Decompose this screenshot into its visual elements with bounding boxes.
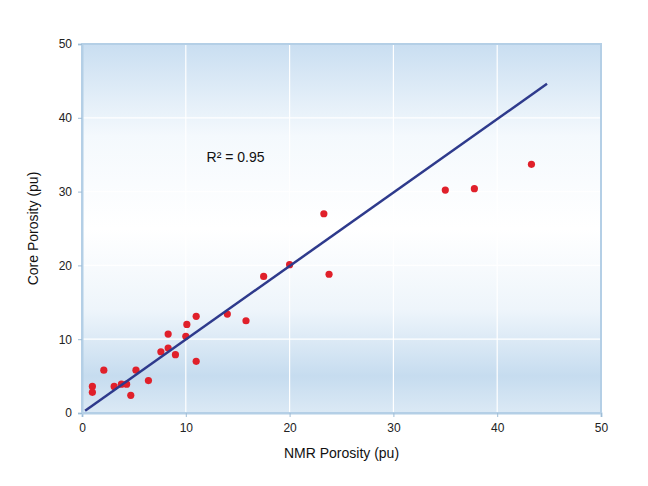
y-axis-title: Core Porosity (pu)	[25, 172, 41, 286]
tick: 30	[59, 185, 82, 199]
tick: 10	[180, 413, 194, 435]
annotation: R² = 0.95	[207, 149, 265, 165]
tick: 0	[65, 406, 82, 420]
grid	[82, 44, 601, 413]
tick-label: 0	[65, 406, 72, 420]
point	[145, 377, 152, 384]
tick-mark	[78, 118, 82, 119]
point	[89, 389, 96, 396]
tick-mark	[290, 413, 291, 417]
tick-mark	[78, 339, 82, 340]
tick-mark	[78, 192, 82, 193]
tick: 10	[59, 333, 82, 347]
point	[325, 271, 332, 278]
tick-mark	[78, 413, 82, 414]
grid-line-x	[185, 44, 186, 413]
tick-label: 30	[59, 185, 73, 199]
grid-line-y	[82, 191, 601, 192]
tick-mark	[186, 413, 187, 417]
tick: 50	[59, 37, 82, 51]
chart: 0 10 20 30 40 50 0 10 20 30 40 50 R² = 0.95 NMR Poros…	[0, 0, 648, 486]
tick: 40	[491, 413, 505, 435]
plot-frame	[82, 44, 601, 413]
fit-line	[85, 84, 547, 411]
point	[165, 330, 172, 337]
point	[193, 358, 200, 365]
tick-mark	[393, 413, 394, 417]
point	[471, 185, 478, 192]
plot: 0 10 20 30 40 50 0 10 20 30 40 50 R² = 0.95	[59, 37, 609, 434]
axis-line	[78, 45, 83, 414]
tick: 30	[387, 413, 401, 435]
tick-mark	[497, 413, 498, 417]
tick-label: 40	[491, 421, 505, 435]
tick-label: 50	[595, 421, 609, 435]
tick-label: 20	[59, 259, 73, 273]
grid-line-y	[82, 117, 601, 118]
tick-label: 0	[79, 421, 86, 435]
tick-label: 20	[283, 421, 297, 435]
point	[172, 351, 179, 358]
tick: 20	[59, 259, 82, 273]
point	[193, 313, 200, 320]
point	[442, 187, 449, 194]
point	[260, 273, 267, 280]
tick-label: 40	[59, 111, 73, 125]
point	[320, 210, 327, 217]
point	[127, 392, 134, 399]
tick: 50	[595, 413, 609, 435]
grid-line-x	[497, 44, 498, 413]
tick-mark	[601, 413, 602, 417]
point	[242, 317, 249, 324]
grid-line-y	[82, 265, 601, 266]
axis-line	[83, 414, 602, 418]
tick-label: 50	[59, 37, 73, 51]
tick: 40	[59, 111, 82, 125]
tick-label: 10	[59, 333, 73, 347]
tick-mark	[78, 44, 82, 45]
marks	[85, 84, 547, 411]
grid-line-y	[82, 339, 601, 340]
tick-label: 30	[387, 421, 401, 435]
y-axis: 0 10 20 30 40 50	[59, 37, 83, 420]
point	[528, 161, 535, 168]
x-axis-title: NMR Porosity (pu)	[284, 445, 399, 461]
plot-background	[82, 44, 601, 413]
point	[100, 367, 107, 374]
tick: 0	[79, 413, 86, 435]
tick: 20	[283, 413, 297, 435]
tick-mark	[78, 265, 82, 266]
tick-label: 10	[180, 421, 194, 435]
point	[183, 321, 190, 328]
grid-line-x	[393, 44, 394, 413]
grid-line-x	[289, 44, 290, 413]
x-axis: 0 10 20 30 40 50	[79, 413, 608, 435]
